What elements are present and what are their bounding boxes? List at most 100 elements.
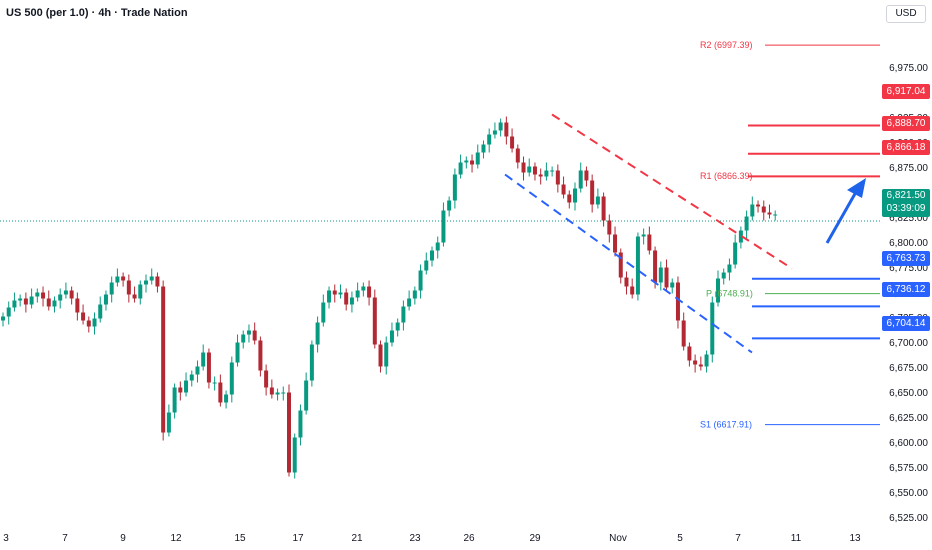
- x-tick-label: 9: [120, 533, 126, 544]
- candle-body: [555, 170, 560, 185]
- candle-body: [287, 392, 291, 473]
- candle-body: [144, 280, 148, 285]
- candle-body: [195, 366, 200, 375]
- candle-body: [750, 204, 755, 217]
- candle-body: [229, 362, 234, 395]
- candle-body: [601, 196, 606, 221]
- candle-body: [584, 170, 589, 181]
- candle-body: [458, 162, 463, 175]
- current-price-label: 6,821.50 03:39:09: [882, 189, 930, 217]
- candle-body: [269, 387, 274, 395]
- support-price-label-2: 6,736.12: [882, 282, 930, 297]
- x-tick-label: 23: [409, 533, 421, 544]
- y-tick-label: 6,675.00: [889, 363, 928, 374]
- candle-body: [258, 340, 263, 371]
- candle-body: [744, 216, 749, 231]
- y-tick-label: 6,600.00: [889, 438, 928, 449]
- candle-body: [733, 242, 738, 265]
- candle-body: [58, 294, 63, 301]
- candle-body: [721, 272, 726, 279]
- candle-body: [470, 160, 475, 165]
- candle-body: [184, 380, 189, 393]
- candle-body: [86, 320, 91, 327]
- candle-body: [103, 294, 108, 305]
- x-tick-label: 15: [234, 533, 246, 544]
- candle-body: [235, 342, 240, 363]
- candle-body: [544, 170, 549, 177]
- candle-body: [418, 270, 423, 291]
- candle-body: [63, 290, 68, 295]
- candle-body: [698, 364, 703, 367]
- candle-body: [321, 302, 326, 323]
- candle-body: [189, 374, 194, 381]
- candle-body: [172, 387, 177, 413]
- candle-body: [264, 370, 269, 388]
- candle-body: [630, 286, 635, 295]
- y-tick-label: 6,575.00: [889, 463, 928, 474]
- candle-body: [407, 298, 412, 307]
- candle-body: [521, 162, 526, 173]
- candle-body: [498, 122, 503, 131]
- candle-body: [252, 330, 257, 341]
- candle-body: [149, 276, 154, 281]
- x-tick-label: 12: [170, 533, 182, 544]
- candle-body: [538, 174, 543, 177]
- candle-body: [441, 210, 446, 243]
- candle-body: [761, 206, 766, 213]
- candle-body: [315, 322, 320, 345]
- candle-body: [349, 297, 354, 305]
- candle-body: [327, 290, 332, 303]
- y-tick-label: 6,525.00: [889, 513, 928, 524]
- candle-body: [527, 166, 532, 173]
- candle-body: [710, 302, 715, 355]
- forecast-arrow-head: [847, 178, 866, 198]
- candle-body: [35, 292, 40, 297]
- candle-body: [435, 242, 440, 251]
- candle-body: [567, 194, 572, 203]
- candle-body: [693, 360, 698, 365]
- candle-body: [241, 334, 246, 343]
- candle-body: [664, 267, 669, 288]
- candle-body: [178, 387, 183, 393]
- candle-body: [224, 394, 229, 403]
- candle-body: [658, 267, 663, 283]
- candle-body: [367, 286, 372, 298]
- currency-selector[interactable]: USD: [886, 5, 926, 23]
- candle-body: [155, 276, 160, 287]
- candle-countdown: 03:39:09: [886, 203, 926, 214]
- candle-body: [704, 354, 709, 367]
- candle-body: [206, 352, 211, 383]
- candle-body: [332, 290, 337, 295]
- candle-body: [492, 130, 497, 135]
- candle-body: [481, 144, 486, 153]
- resistance-price-label-1: 6,866.18: [882, 140, 930, 155]
- support-price-label-1: 6,763.73: [882, 251, 930, 266]
- candle-body: [281, 392, 286, 394]
- x-tick-label: 13: [849, 533, 861, 544]
- candle-body: [464, 160, 469, 163]
- candle-body: [126, 280, 131, 295]
- y-tick-label: 6,650.00: [889, 388, 928, 399]
- y-tick-label: 6,875.00: [889, 163, 928, 174]
- x-tick-label: 17: [292, 533, 304, 544]
- candle-body: [727, 264, 732, 273]
- candle-body: [767, 212, 772, 215]
- candle-body: [716, 278, 720, 303]
- candle-body: [573, 188, 577, 203]
- candle-body: [641, 234, 646, 237]
- candle-body: [687, 346, 692, 361]
- x-tick-label: Nov: [609, 533, 627, 544]
- candle-body: [607, 220, 612, 235]
- candle-body: [412, 290, 417, 299]
- candle-body: [344, 292, 349, 305]
- candle-body: [738, 230, 743, 243]
- candle-body: [218, 382, 223, 403]
- candle-body: [475, 152, 480, 165]
- candle-body: [681, 320, 686, 347]
- candle-body: [69, 290, 74, 299]
- candle-body: [52, 300, 57, 307]
- candle-body: [338, 292, 343, 295]
- candle-body: [395, 322, 400, 331]
- candle-body: [670, 282, 675, 288]
